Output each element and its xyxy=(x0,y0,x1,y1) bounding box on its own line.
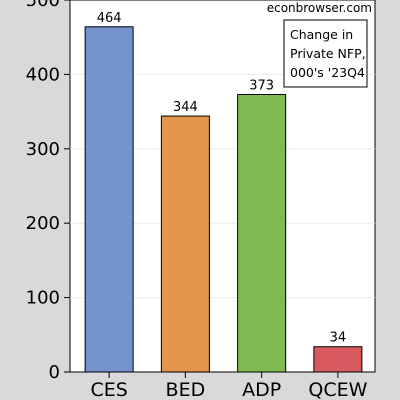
y-tick-label: 500 xyxy=(26,0,60,11)
y-tick-label: 0 xyxy=(49,362,60,383)
bar xyxy=(160,115,210,373)
legend-box: Change in Private NFP, 000's '23Q4 xyxy=(283,19,368,88)
bar xyxy=(237,93,287,373)
y-tick-label: 400 xyxy=(26,64,60,85)
source-label: econbrowser.com xyxy=(267,1,372,15)
x-tick-label: QCEW xyxy=(308,379,367,400)
bar xyxy=(313,346,363,373)
x-tick-label: ADP xyxy=(242,379,281,400)
y-tick-label: 300 xyxy=(26,139,60,160)
annotation-line-2: Private NFP, xyxy=(290,46,366,61)
x-axis: CES BED ADP QCEW xyxy=(90,372,368,400)
bars: 464 344 373 34 xyxy=(84,11,363,373)
bar-value-label: 464 xyxy=(97,11,122,26)
annotation-line-1: Change in xyxy=(290,27,353,42)
x-tick-label: BED xyxy=(166,379,206,400)
y-axis: 0 100 200 300 400 500 xyxy=(26,0,70,383)
bar-value-label: 373 xyxy=(249,78,274,93)
x-tick-label: CES xyxy=(90,379,127,400)
bar xyxy=(84,26,134,373)
bar-value-label: 344 xyxy=(173,100,198,115)
y-tick-label: 200 xyxy=(26,213,60,234)
annotation-line-3: 000's '23Q4 xyxy=(290,65,365,80)
legend-box-frame xyxy=(283,19,368,88)
y-tick-label: 100 xyxy=(26,288,60,309)
bar-value-label: 34 xyxy=(330,331,347,346)
